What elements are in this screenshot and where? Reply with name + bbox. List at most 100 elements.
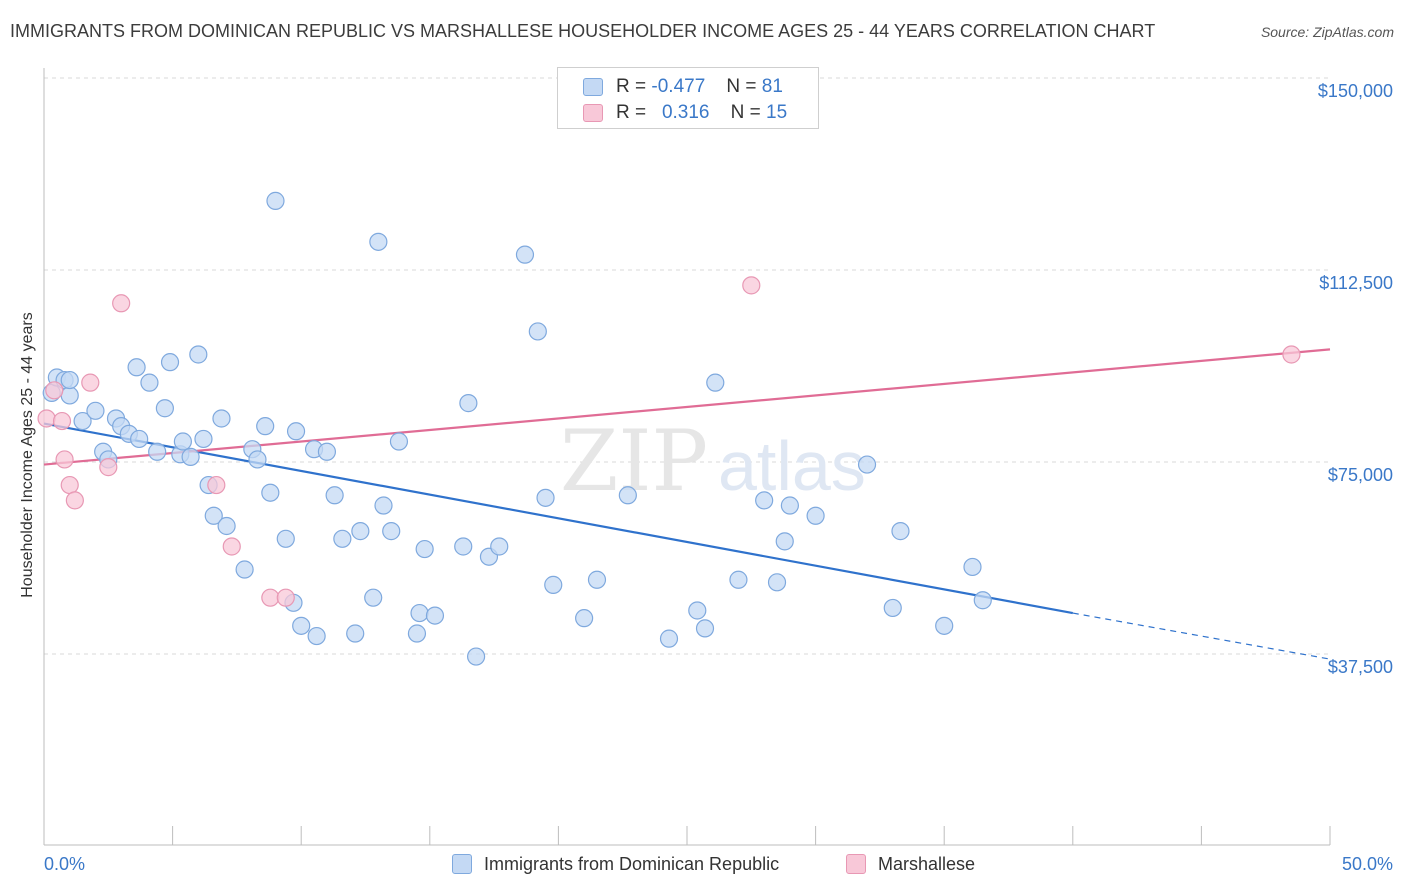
x-tick-label-min: 0.0% xyxy=(44,854,85,874)
data-point-dominican xyxy=(292,616,311,635)
bottom-legend-label-pink: Marshallese xyxy=(878,853,976,874)
data-point-dominican xyxy=(536,488,555,507)
legend-r-value: 0.316 xyxy=(661,102,710,123)
data-point-dominican xyxy=(415,539,434,559)
data-point-dominican xyxy=(266,191,285,210)
data-point-dominican xyxy=(140,373,159,392)
data-point-dominican xyxy=(189,345,208,364)
y-tick-label: $37,500 xyxy=(1328,657,1393,677)
data-point-marshallese xyxy=(207,475,226,495)
y-tick-label: $150,000 xyxy=(1318,81,1393,101)
y-tick-label: $112,500 xyxy=(1319,273,1393,293)
data-point-dominican xyxy=(325,486,344,505)
bottom-legend-blue: Immigrants from Dominican Republic xyxy=(452,851,779,877)
data-point-dominican xyxy=(235,560,254,579)
legend-row-pink: R = 0.316 N = 15 xyxy=(583,101,788,125)
legend-row-blue: R = -0.477 N = 81 xyxy=(583,75,783,99)
point-layer xyxy=(37,191,1301,666)
data-point-dominican xyxy=(755,491,774,510)
data-point-dominican xyxy=(73,411,92,431)
data-point-dominican xyxy=(883,598,902,618)
data-point-dominican xyxy=(346,624,365,643)
data-point-marshallese xyxy=(37,409,56,428)
data-point-dominican xyxy=(364,588,383,607)
data-point-dominican xyxy=(775,532,794,551)
data-point-dominican xyxy=(217,516,236,536)
data-point-dominican xyxy=(261,483,280,502)
watermark-atlas: atlas xyxy=(718,427,866,505)
data-point-dominican xyxy=(307,626,326,646)
data-point-marshallese xyxy=(99,458,118,477)
data-point-dominican xyxy=(286,422,306,441)
bottom-legend-swatch-pink xyxy=(846,854,866,874)
data-point-dominican xyxy=(618,486,637,505)
data-point-dominican xyxy=(407,624,427,643)
data-point-dominican xyxy=(351,522,370,541)
data-point-dominican xyxy=(459,394,478,413)
data-point-dominican xyxy=(587,570,607,589)
data-point-dominican xyxy=(695,619,715,638)
legend-n-label: N = xyxy=(730,102,761,123)
data-point-dominican xyxy=(127,358,146,377)
data-point-marshallese xyxy=(45,381,64,400)
legend-swatch-blue xyxy=(583,78,603,96)
legend-r-label: R = xyxy=(616,102,647,123)
data-point-dominican xyxy=(528,322,547,341)
data-point-marshallese xyxy=(65,491,84,510)
data-point-dominican xyxy=(248,450,267,469)
data-point-dominican xyxy=(767,573,787,592)
data-point-dominican xyxy=(389,432,409,451)
source-label: Source: ZipAtlas.com xyxy=(1260,24,1394,40)
legend-r-value: -0.477 xyxy=(651,76,706,97)
data-point-marshallese xyxy=(276,588,295,607)
data-point-dominican xyxy=(410,603,429,623)
data-point-dominican xyxy=(454,537,473,556)
bottom-legend-pink: Marshallese xyxy=(846,851,975,877)
data-point-marshallese xyxy=(60,475,79,495)
correlation-legend: R = -0.477 N = 81 R = 0.316 N = 15 xyxy=(557,67,819,129)
data-point-dominican xyxy=(857,455,877,474)
data-point-dominican xyxy=(256,417,275,436)
data-point-dominican xyxy=(276,529,295,548)
data-point-dominican xyxy=(86,401,105,420)
legend-n-value: 15 xyxy=(766,102,788,123)
legend-n-label: N = xyxy=(726,76,757,97)
data-point-dominican xyxy=(659,629,679,648)
data-point-dominican xyxy=(466,647,486,666)
data-point-dominican xyxy=(963,557,982,577)
data-point-dominican xyxy=(181,447,200,466)
data-point-dominican xyxy=(317,442,337,461)
data-point-dominican xyxy=(333,529,352,548)
data-point-dominican xyxy=(575,609,594,628)
data-point-dominican xyxy=(160,353,180,372)
data-point-dominican xyxy=(194,429,213,449)
data-point-marshallese xyxy=(55,450,74,469)
data-point-dominican xyxy=(130,429,149,449)
data-point-marshallese xyxy=(1282,345,1301,364)
data-point-dominican xyxy=(60,386,79,405)
axis-layer xyxy=(43,68,1331,846)
data-point-dominican xyxy=(382,522,401,541)
data-point-dominican xyxy=(729,570,748,589)
bottom-legend-swatch-blue xyxy=(452,854,472,874)
tick-label-layer: $37,500 $75,000 $112,500 $150,000 0.0% 50.0% xyxy=(44,81,1393,874)
data-point-dominican xyxy=(60,370,79,390)
data-point-marshallese xyxy=(52,411,72,431)
data-point-dominican xyxy=(490,537,509,556)
chart-title: IMMIGRANTS FROM DOMINICAN REPUBLIC VS MA… xyxy=(10,21,1156,41)
legend-r-label: R = xyxy=(616,76,647,97)
data-point-dominican xyxy=(688,601,707,620)
data-point-dominican xyxy=(891,522,910,541)
trend-line-dominican xyxy=(43,422,1073,615)
data-point-dominican xyxy=(204,506,223,525)
data-point-dominican xyxy=(374,496,393,515)
data-point-marshallese xyxy=(222,537,241,556)
y-tick-label: $75,000 xyxy=(1328,465,1393,485)
data-point-marshallese xyxy=(742,276,761,295)
data-point-dominican xyxy=(973,591,992,610)
data-point-dominican xyxy=(369,232,388,251)
data-point-marshallese xyxy=(81,373,100,392)
data-point-dominican xyxy=(173,432,192,451)
data-point-dominican xyxy=(148,442,167,461)
